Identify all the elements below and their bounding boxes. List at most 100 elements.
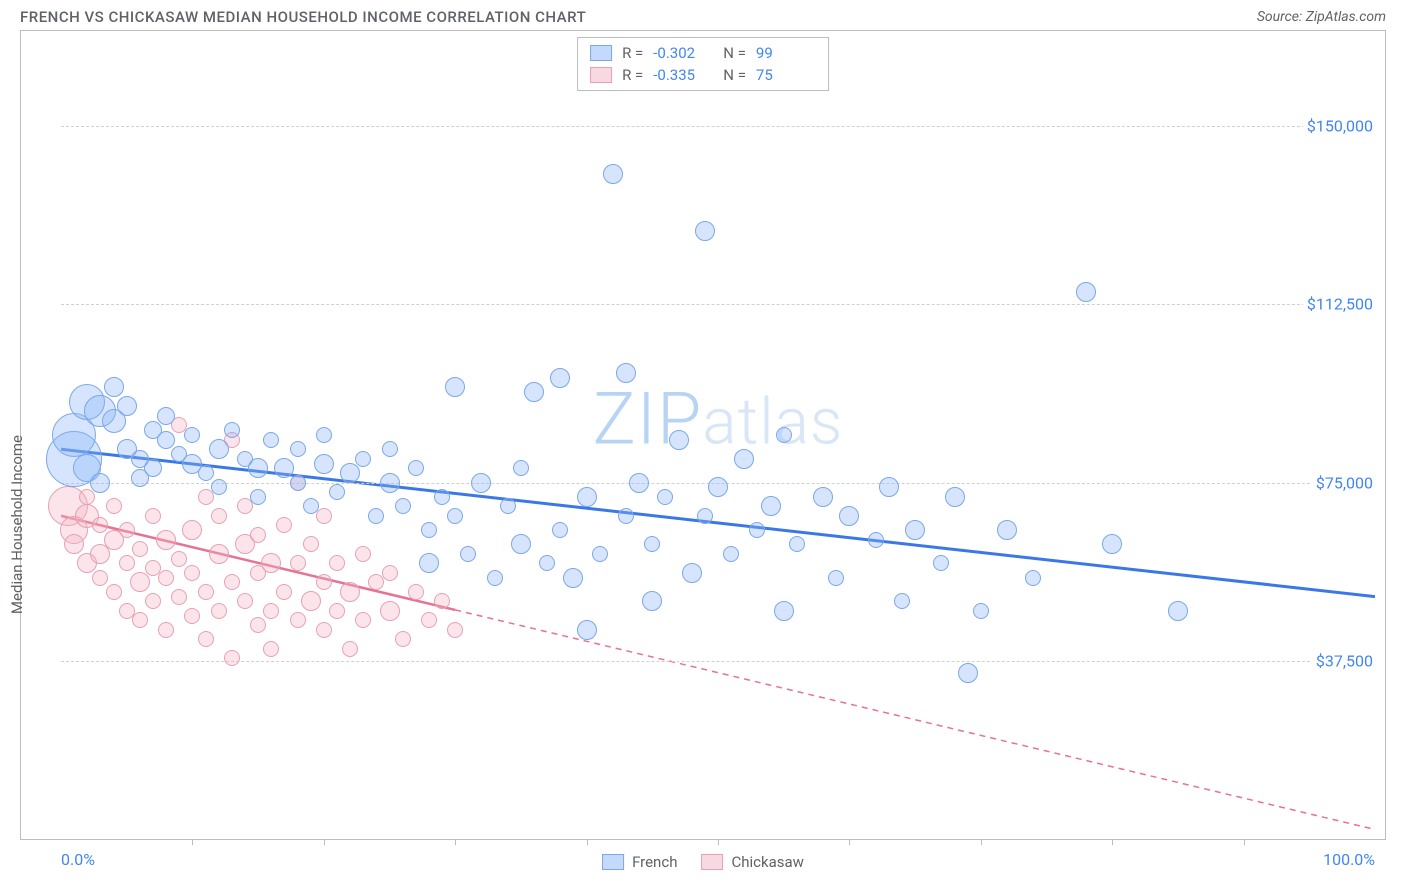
scatter-point xyxy=(774,601,794,621)
scatter-point xyxy=(171,589,187,605)
scatter-point xyxy=(276,517,292,533)
scatter-point xyxy=(997,520,1017,540)
xtick xyxy=(1112,839,1113,845)
scatter-point xyxy=(211,603,227,619)
scatter-point xyxy=(550,368,570,388)
scatter-point xyxy=(290,612,306,628)
scatter-point xyxy=(734,449,754,469)
stats-row-chickasaw: R = -0.335 N = 75 xyxy=(590,64,816,86)
scatter-point xyxy=(250,489,266,505)
scatter-point xyxy=(958,663,978,683)
scatter-point xyxy=(629,473,649,493)
scatter-point xyxy=(290,475,306,491)
scatter-point xyxy=(106,498,122,514)
legend-label-french: French xyxy=(632,853,677,871)
yaxis-title: Median Household Income xyxy=(8,435,26,614)
n-label: N = xyxy=(723,44,746,62)
scatter-point xyxy=(434,593,450,609)
scatter-point xyxy=(355,546,371,562)
scatter-point xyxy=(447,508,463,524)
scatter-point xyxy=(184,565,200,581)
scatter-point xyxy=(261,553,281,573)
scatter-point xyxy=(879,477,899,497)
scatter-point xyxy=(145,593,161,609)
scatter-point xyxy=(447,622,463,638)
swatch-chickasaw xyxy=(590,67,612,83)
scatter-point xyxy=(198,465,214,481)
scatter-point xyxy=(329,555,345,571)
scatter-point xyxy=(92,517,108,533)
scatter-point xyxy=(303,498,319,514)
chart-container: Median Household Income ZIPatlas $37,500… xyxy=(20,30,1386,840)
scatter-point xyxy=(92,570,108,586)
ytick-label: $150,000 xyxy=(1303,117,1377,136)
scatter-point xyxy=(460,546,476,562)
scatter-point xyxy=(132,541,148,557)
scatter-point xyxy=(274,458,294,478)
scatter-point xyxy=(340,582,360,602)
scatter-point xyxy=(395,498,411,514)
r-label: R = xyxy=(622,66,643,84)
scatter-point xyxy=(79,489,95,505)
scatter-point xyxy=(539,555,555,571)
scatter-point xyxy=(250,617,266,633)
scatter-point xyxy=(380,601,400,621)
scatter-point xyxy=(761,496,781,516)
legend-swatch-chickasaw xyxy=(701,854,723,870)
xtick xyxy=(324,839,325,845)
ytick-label: $37,500 xyxy=(1312,651,1377,670)
legend-item-chickasaw: Chickasaw xyxy=(701,853,803,871)
scatter-point xyxy=(603,164,623,184)
scatter-point xyxy=(511,534,531,554)
chart-source: Source: ZipAtlas.com xyxy=(1257,9,1386,25)
scatter-point xyxy=(695,221,715,241)
scatter-point xyxy=(408,584,424,600)
xtick-label: 100.0% xyxy=(1323,850,1375,869)
stats-row-french: R = -0.302 N = 99 xyxy=(590,42,816,64)
scatter-point xyxy=(839,506,859,526)
scatter-point xyxy=(723,546,739,562)
scatter-point xyxy=(290,555,306,571)
scatter-point xyxy=(144,459,162,477)
scatter-point xyxy=(211,479,227,495)
scatter-point xyxy=(342,641,358,657)
scatter-point xyxy=(156,530,176,550)
scatter-point xyxy=(355,451,371,467)
scatter-point xyxy=(749,522,765,538)
legend-label-chickasaw: Chickasaw xyxy=(731,853,803,871)
scatter-point xyxy=(682,563,702,583)
scatter-point xyxy=(184,608,200,624)
scatter-point xyxy=(421,612,437,628)
scatter-point xyxy=(577,487,597,507)
bottom-legend: French Chickasaw xyxy=(602,853,804,871)
scatter-point xyxy=(421,522,437,538)
scatter-point xyxy=(382,441,398,457)
xtick-label: 0.0% xyxy=(61,850,95,869)
scatter-point xyxy=(577,620,597,640)
trend-lines xyxy=(61,31,1375,839)
scatter-point xyxy=(368,508,384,524)
scatter-point xyxy=(158,570,174,586)
scatter-point xyxy=(157,407,175,425)
r-label: R = xyxy=(622,44,643,62)
scatter-point xyxy=(789,536,805,552)
scatter-point xyxy=(500,498,516,514)
scatter-point xyxy=(828,570,844,586)
scatter-point xyxy=(117,396,137,416)
watermark: ZIPatlas xyxy=(593,376,844,461)
r-value-french: -0.302 xyxy=(653,44,713,62)
scatter-point xyxy=(209,439,229,459)
scatter-point xyxy=(894,593,910,609)
scatter-point xyxy=(616,363,636,383)
stats-box: R = -0.302 N = 99 R = -0.335 N = 75 xyxy=(577,37,829,91)
scatter-point xyxy=(329,484,345,500)
gridline xyxy=(61,661,1375,662)
scatter-point xyxy=(158,622,174,638)
scatter-point xyxy=(1168,601,1188,621)
scatter-point xyxy=(119,555,135,571)
scatter-point xyxy=(224,422,240,438)
scatter-point xyxy=(697,508,713,524)
ytick-label: $112,500 xyxy=(1303,295,1377,314)
scatter-point xyxy=(132,612,148,628)
n-label: N = xyxy=(723,66,746,84)
